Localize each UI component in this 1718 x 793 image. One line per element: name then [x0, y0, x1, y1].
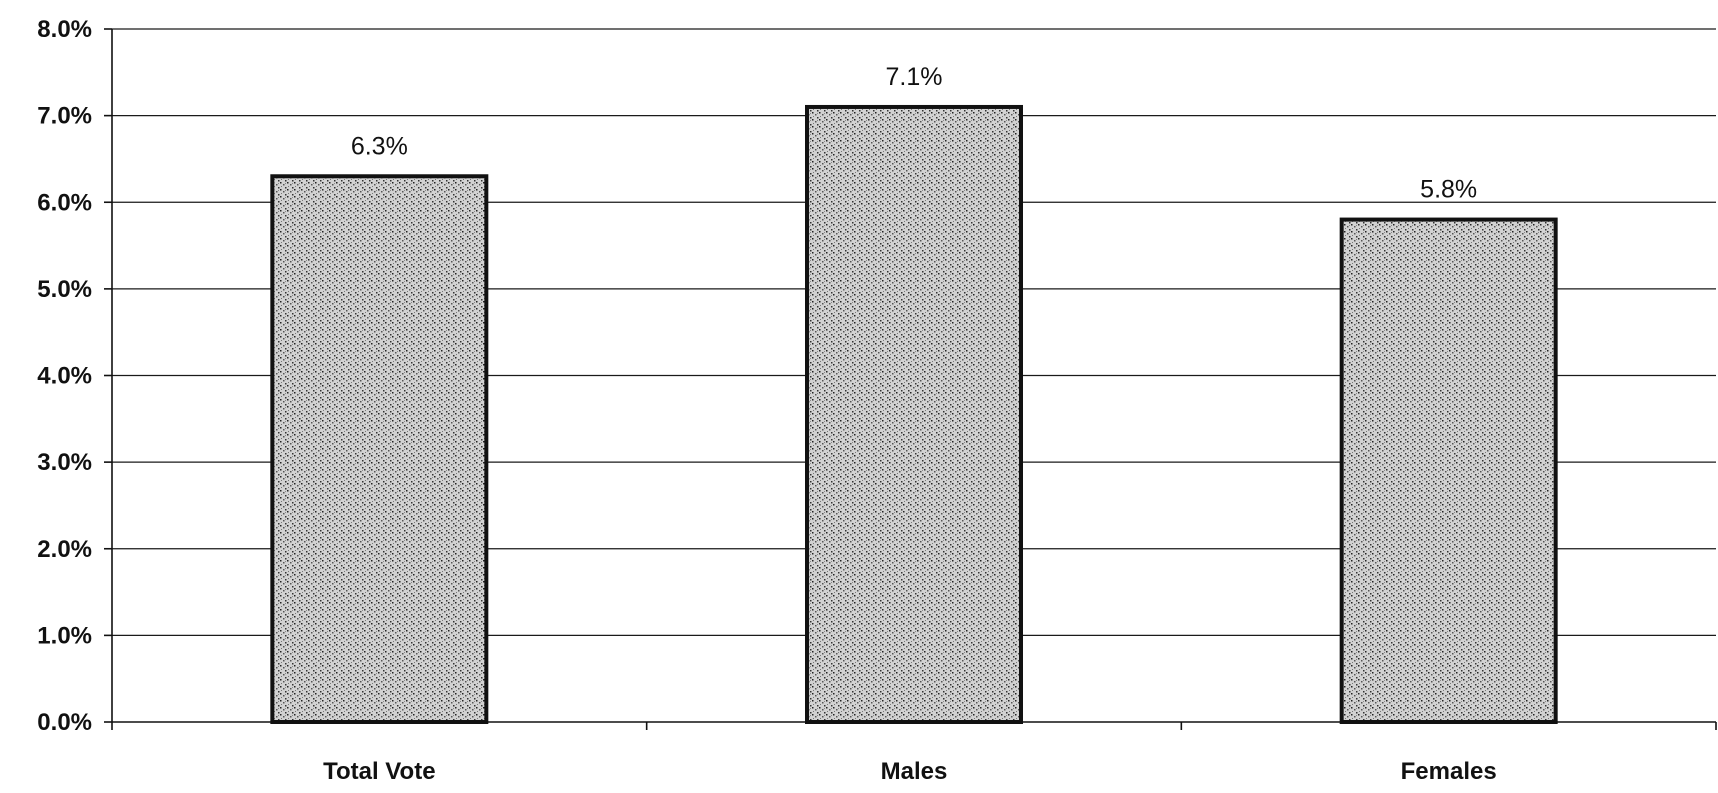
y-tick-label: 7.0%	[37, 103, 92, 130]
x-category-label: Females	[1401, 758, 1497, 785]
bar-females	[1339, 217, 1558, 724]
y-tick-labels: 0.0% 1.0% 2.0% 3.0% 4.0% 5.0% 6.0% 7.0% 8.0%	[37, 16, 92, 736]
y-tick-label: 6.0%	[37, 189, 92, 216]
y-tick-label: 5.0%	[37, 276, 92, 303]
data-label: 7.1%	[886, 63, 943, 91]
x-category-label: Males	[881, 758, 948, 785]
data-labels: 6.3% 7.1% 5.8%	[351, 63, 1477, 204]
y-tick-label: 4.0%	[37, 363, 92, 390]
bars	[270, 104, 1558, 724]
y-tick-label: 3.0%	[37, 449, 92, 476]
x-category-label: Total Vote	[323, 758, 435, 785]
y-tick-label: 8.0%	[37, 16, 92, 43]
y-tick-label: 2.0%	[37, 536, 92, 563]
bar-males	[805, 104, 1023, 724]
x-category-labels: Total Vote Males Females	[323, 758, 1497, 785]
y-tick-label: 1.0%	[37, 622, 92, 649]
bar-total-vote	[270, 174, 489, 724]
axes	[104, 28, 1717, 730]
y-tick-label: 0.0%	[37, 709, 92, 736]
data-label: 6.3%	[351, 132, 408, 160]
data-label: 5.8%	[1420, 176, 1477, 204]
